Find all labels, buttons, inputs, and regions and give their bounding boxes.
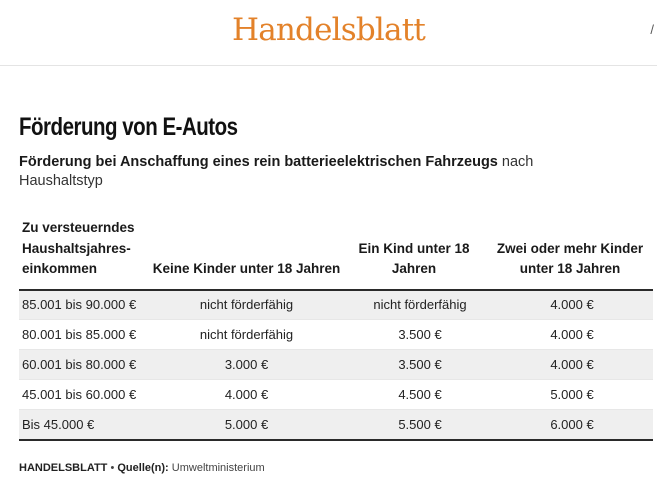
table-cell: 4.000 € <box>487 349 653 380</box>
table-row: 80.001 bis 85.000 € nicht förderfähig 3.… <box>19 319 653 350</box>
site-header: Handelsblatt / <box>0 0 657 66</box>
handelsblatt-logo[interactable]: Handelsblatt <box>231 12 426 48</box>
table-cell: 60.001 bis 80.000 € <box>19 349 152 380</box>
column-header-one-child: Ein Kind unter 18 Jahren <box>341 218 487 291</box>
subtitle-rest: nach Haushaltstyp <box>19 154 534 189</box>
table-cell: 5.000 € <box>152 409 341 441</box>
table-cell: 5.000 € <box>487 379 653 410</box>
chart-title: Förderung von E-Autos <box>19 113 238 141</box>
table-cell: Bis 45.000 € <box>19 409 152 441</box>
table-row: 85.001 bis 90.000 € nicht förderfähig ni… <box>19 289 653 320</box>
column-header-no-children: Keine Kinder unter 18 Jahren <box>152 218 341 291</box>
table-cell: 45.001 bis 60.000 € <box>19 379 152 410</box>
table-cell: 6.000 € <box>487 409 653 441</box>
footer-source: Umweltministerium <box>168 462 265 474</box>
column-header-income: Zu versteuerndes Haushaltsjahres-einkomm… <box>19 218 152 291</box>
funding-table: Zu versteuerndes Haushaltsjahres-einkomm… <box>19 218 653 441</box>
table-cell: 3.500 € <box>341 349 487 380</box>
table-cell: nicht förderfähig <box>152 289 341 320</box>
table-cell: 4.000 € <box>487 319 653 350</box>
footer-separator: • <box>107 462 118 474</box>
table-cell: 85.001 bis 90.000 € <box>19 289 152 320</box>
table-cell: 3.000 € <box>152 349 341 380</box>
table-row: 60.001 bis 80.000 € 3.000 € 3.500 € 4.00… <box>19 349 653 380</box>
table-row: Bis 45.000 € 5.000 € 5.500 € 6.000 € <box>19 409 653 441</box>
chart-subtitle: Förderung bei Anschaffung eines rein bat… <box>19 153 609 191</box>
table-row: 45.001 bis 60.000 € 4.000 € 4.500 € 5.00… <box>19 379 653 410</box>
table-cell: 3.500 € <box>341 319 487 350</box>
menu-edge-icon[interactable]: / <box>650 22 654 37</box>
column-header-two-plus-children: Zwei oder mehr Kinder unter 18 Jahren <box>487 218 653 291</box>
table-cell: 4.000 € <box>487 289 653 320</box>
subtitle-bold: Förderung bei Anschaffung eines rein bat… <box>19 154 498 170</box>
table-cell: 4.000 € <box>152 379 341 410</box>
footer-source-label: Quelle(n): <box>117 462 169 474</box>
table-cell: nicht förderfähig <box>152 319 341 350</box>
source-footer: HANDELSBLATT • Quelle(n): Umweltminister… <box>19 462 265 474</box>
table-cell: nicht förderfähig <box>341 289 487 320</box>
table-cell: 5.500 € <box>341 409 487 441</box>
footer-publisher: HANDELSBLATT <box>19 462 108 474</box>
table-cell: 4.500 € <box>341 379 487 410</box>
table-header-row: Zu versteuerndes Haushaltsjahres-einkomm… <box>19 218 653 291</box>
table-cell: 80.001 bis 85.000 € <box>19 319 152 350</box>
